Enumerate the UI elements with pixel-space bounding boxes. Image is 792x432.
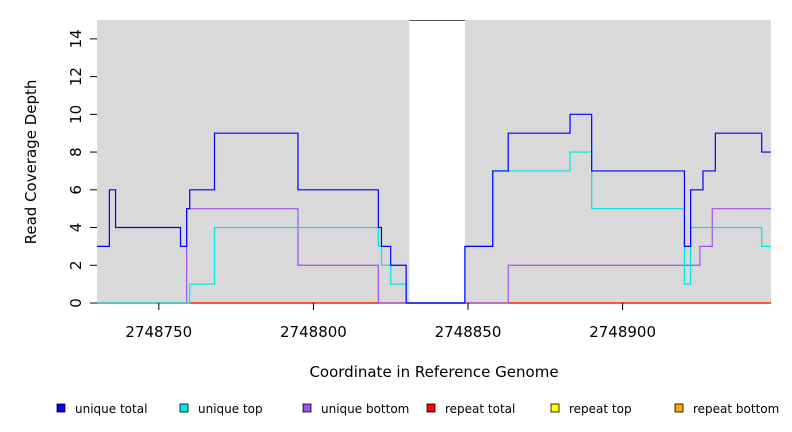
legend-swatch-unique-total [56,403,66,413]
y-tick-label-10: 10 [67,105,85,124]
legend: unique total unique top unique bottom repea… [56,402,779,416]
plot-area [97,20,771,303]
axes: 0 2 4 6 8 10 12 14 2748750 2748800 2748850 2748900 [67,29,656,341]
gap-region [409,21,465,303]
legend-swatch-unique-top [179,403,189,413]
legend-label-unique-top: unique top [198,402,263,416]
x-tick-label-2748750: 2748750 [125,323,192,341]
legend-label-repeat-total: repeat total [445,402,515,416]
y-tick-label-12: 12 [67,67,85,86]
y-tick-label-4: 4 [67,223,85,233]
x-tick-label-2748900: 2748900 [589,323,656,341]
series-layer [97,113,771,304]
legend-label-repeat-top: repeat top [569,402,632,416]
legend-swatch-unique-bottom [302,403,312,413]
x-axis-title: Coordinate in Reference Genome [309,363,558,381]
legend-swatch-repeat-total [426,403,436,413]
legend-label-unique-bottom: unique bottom [321,402,409,416]
y-tick-label-8: 8 [67,147,85,157]
x-tick-label-2748850: 2748850 [435,323,502,341]
y-tick-label-14: 14 [67,29,85,48]
y-tick-label-2: 2 [67,260,85,270]
y-axis-title: Read Coverage Depth [22,80,40,245]
legend-label-repeat-bottom: repeat bottom [693,402,779,416]
series-line-unique-total [97,113,771,304]
y-tick-label-0: 0 [67,298,85,308]
y-tick-label-6: 6 [67,185,85,195]
legend-swatch-repeat-bottom [674,403,684,413]
x-tick-label-2748800: 2748800 [280,323,347,341]
legend-label-unique-total: unique total [75,402,147,416]
legend-swatch-repeat-top [550,403,560,413]
